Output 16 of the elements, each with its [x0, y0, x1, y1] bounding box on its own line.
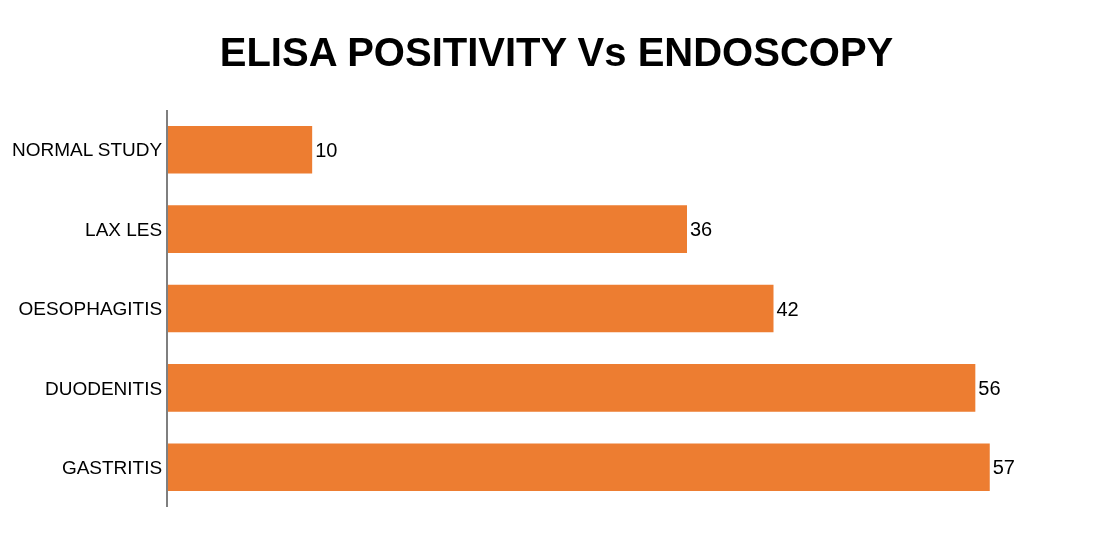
y-tick-label: OESOPHAGITIS	[18, 298, 163, 320]
bar	[168, 443, 990, 492]
bar	[168, 125, 313, 174]
data-label: 36	[690, 218, 713, 241]
data-label: 42	[776, 297, 799, 320]
y-tick-label: DUODENITIS	[45, 377, 163, 399]
chart-title: ELISA POSITIVITY Vs ENDOSCOPY	[219, 30, 894, 75]
data-label: 56	[978, 376, 1001, 399]
y-tick-label: GASTRITIS	[61, 456, 163, 478]
data-label: 57	[992, 456, 1015, 479]
y-tick-label: LAX LES	[85, 218, 163, 240]
bar	[168, 284, 774, 333]
bar	[168, 205, 687, 253]
data-label: 10	[315, 138, 338, 161]
bar	[168, 364, 976, 412]
y-tick-label: NORMAL STUDY	[11, 139, 163, 161]
